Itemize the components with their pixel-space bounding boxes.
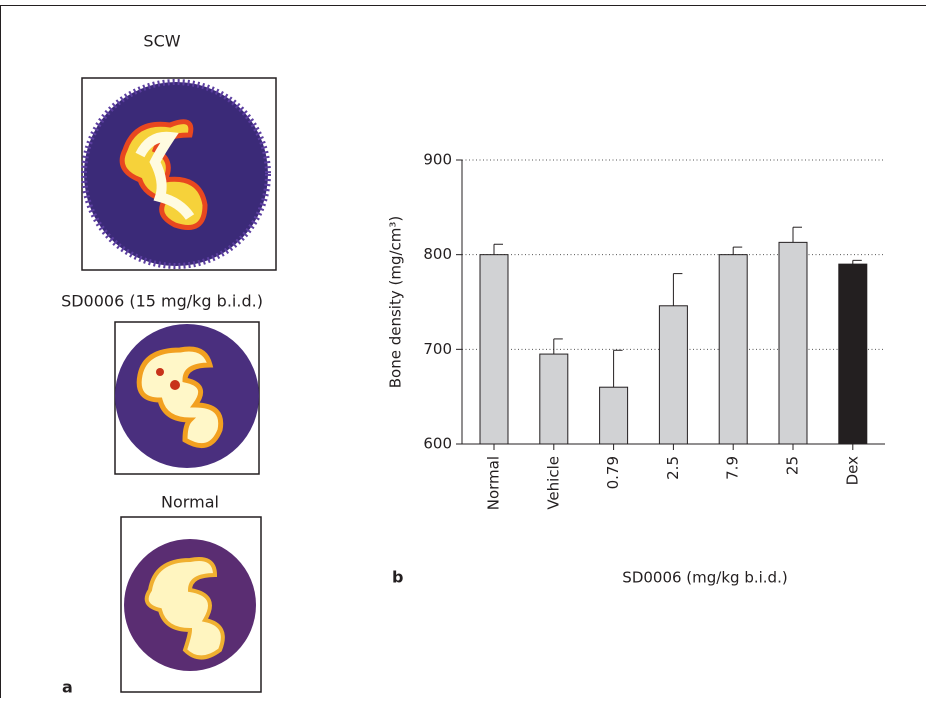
image-title: Normal (161, 493, 219, 512)
bar (839, 264, 867, 444)
y-tick-label: 700 (423, 340, 452, 358)
x-tick-label: 2.5 (664, 456, 682, 480)
scan-image (115, 322, 259, 474)
scan-image (82, 78, 276, 270)
y-tick-label: 800 (423, 245, 452, 263)
y-tick-label: 900 (423, 151, 452, 169)
x-tick-label: 0.79 (604, 456, 622, 489)
x-axis-label: SD0006 (mg/kg b.i.d.) (622, 569, 787, 587)
bar (659, 306, 687, 444)
x-tick-label: Normal (485, 456, 503, 510)
bar (600, 387, 628, 444)
image-title: SCW (143, 32, 180, 51)
panel-label: a (62, 678, 73, 697)
y-tick-label: 600 (423, 435, 452, 453)
bar (480, 255, 508, 444)
x-tick-label: 25 (784, 456, 802, 475)
panel-label: b (392, 568, 403, 587)
y-axis-label: Bone density (mg/cm³) (387, 216, 405, 389)
image-title: SD0006 (15 mg/kg b.i.d.) (61, 292, 263, 311)
bar (779, 242, 807, 444)
x-tick-label: 7.9 (724, 456, 742, 480)
bar (719, 255, 747, 444)
x-tick-label: Dex (843, 456, 861, 486)
bar (540, 354, 568, 444)
scan-image (121, 517, 261, 692)
x-tick-label: Vehicle (544, 456, 562, 510)
